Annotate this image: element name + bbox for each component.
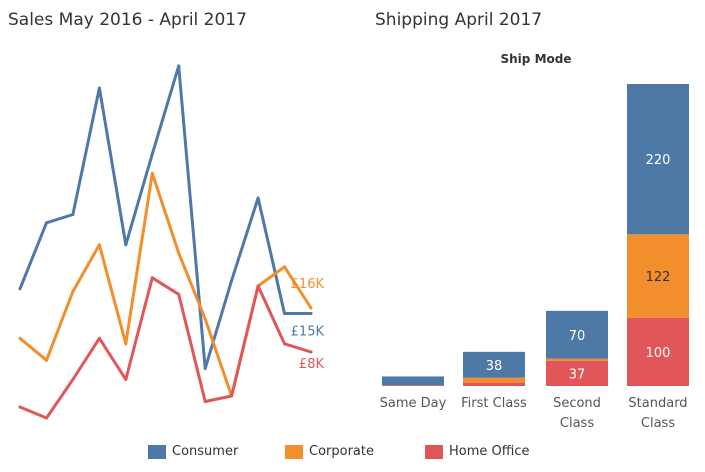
category-label: Same Day <box>380 396 447 411</box>
data-point[interactable] <box>256 284 260 288</box>
data-point[interactable] <box>203 317 207 321</box>
data-point[interactable] <box>97 86 101 90</box>
bar-segment-consumer[interactable] <box>382 376 444 386</box>
data-point[interactable] <box>44 221 48 225</box>
bar-segment-consumer[interactable] <box>546 310 608 359</box>
data-point[interactable] <box>44 358 48 362</box>
end-label: £8K <box>299 357 325 372</box>
legend-item-home-office[interactable]: Home Office <box>425 444 529 459</box>
bar-chart-title: Shipping April 2017 <box>375 10 543 30</box>
data-point[interactable] <box>97 243 101 247</box>
data-point[interactable] <box>18 287 22 291</box>
data-point[interactable] <box>203 400 207 403</box>
bar-segment-consumer[interactable] <box>627 84 689 235</box>
data-point[interactable] <box>150 152 154 156</box>
bar-chart-subtitle: Ship Mode <box>501 52 572 66</box>
series-line-consumer[interactable] <box>18 64 313 370</box>
bar-value-label: 220 <box>646 153 671 168</box>
data-point[interactable] <box>18 405 22 409</box>
data-point[interactable] <box>203 367 207 370</box>
bar-value-label: 100 <box>646 346 671 361</box>
legend-label: Consumer <box>172 444 239 459</box>
bar-segment-consumer[interactable] <box>463 351 525 378</box>
bar-segment-home-office[interactable] <box>546 360 608 386</box>
data-point[interactable] <box>97 336 101 340</box>
data-point[interactable] <box>177 64 181 68</box>
legend-swatch <box>285 444 303 459</box>
bar-segment-corporate[interactable] <box>463 377 525 383</box>
legend-label: Home Office <box>449 444 530 459</box>
data-point[interactable] <box>256 196 260 200</box>
data-point[interactable] <box>177 251 181 255</box>
bar-segment-corporate[interactable] <box>627 234 689 318</box>
data-point[interactable] <box>283 265 287 269</box>
data-point[interactable] <box>230 394 234 398</box>
series-line-home-office[interactable] <box>18 276 313 420</box>
data-point[interactable] <box>177 292 181 296</box>
data-point[interactable] <box>124 378 128 381</box>
category-label: Class <box>560 416 594 431</box>
data-point[interactable] <box>124 342 128 346</box>
data-point[interactable] <box>71 290 75 293</box>
category-label: Second <box>553 396 601 411</box>
data-point[interactable] <box>124 243 128 247</box>
data-point[interactable] <box>309 350 313 354</box>
line-chart-title: Sales May 2016 - April 2017 <box>8 10 247 30</box>
data-point[interactable] <box>150 171 154 175</box>
data-point[interactable] <box>18 336 22 340</box>
data-point[interactable] <box>44 416 48 420</box>
bar-value-label: 122 <box>646 270 671 285</box>
bar-segment-corporate[interactable] <box>546 358 608 361</box>
category-label: Standard <box>628 396 687 411</box>
bar-value-label: 38 <box>486 359 503 374</box>
legend-label: Corporate <box>309 444 374 459</box>
data-point[interactable] <box>309 306 313 310</box>
data-point[interactable] <box>283 312 287 315</box>
legend-swatch <box>148 444 166 459</box>
series-line-corporate[interactable] <box>18 171 313 398</box>
category-label: First Class <box>461 396 527 411</box>
data-point[interactable] <box>150 276 154 280</box>
category-label: Class <box>641 416 675 431</box>
legend-swatch <box>425 444 443 459</box>
data-point[interactable] <box>309 312 313 315</box>
end-label: £15K <box>291 325 325 340</box>
bar-value-label: 70 <box>569 329 586 344</box>
legend-item-corporate[interactable]: Corporate <box>285 444 374 459</box>
data-point[interactable] <box>283 342 287 346</box>
data-point[interactable] <box>71 213 75 216</box>
bar-segment-home-office[interactable] <box>382 385 444 386</box>
bar-segment-home-office[interactable] <box>463 382 525 386</box>
data-point[interactable] <box>230 279 234 282</box>
bar-segment-home-office[interactable] <box>627 317 689 386</box>
data-point[interactable] <box>71 378 75 381</box>
end-label: £16K <box>291 277 325 292</box>
legend-item-consumer[interactable]: Consumer <box>148 444 238 459</box>
bar-value-label: 37 <box>569 367 586 382</box>
